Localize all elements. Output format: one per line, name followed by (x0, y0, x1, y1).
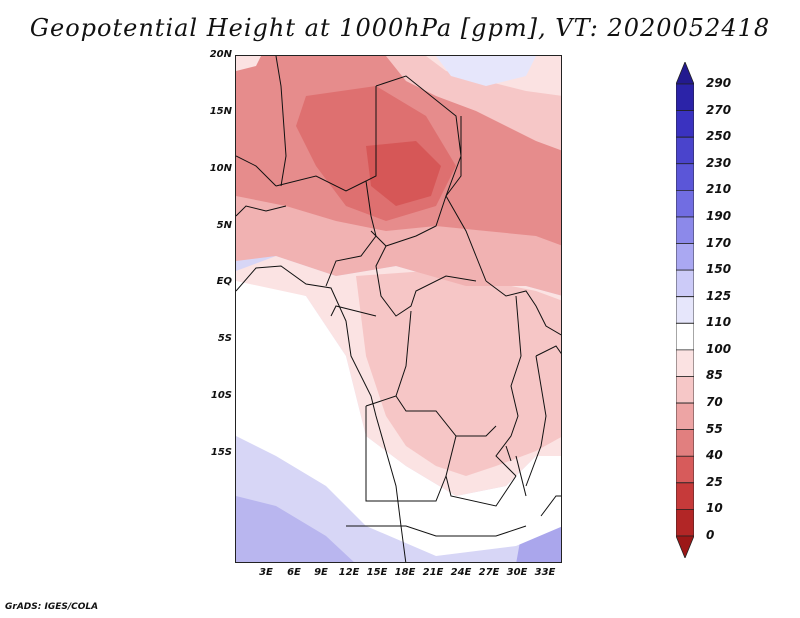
geopotential-field (236, 56, 561, 562)
colorbar-cell (676, 62, 694, 85)
lon-label-24e: 24E (450, 567, 472, 578)
colorbar-cell (676, 83, 694, 111)
colorbar-label: 190 (706, 208, 732, 223)
lon-label-18e: 18E (394, 567, 416, 578)
colorbar-label: 150 (706, 262, 732, 277)
colorbar-label: 110 (706, 315, 732, 330)
lat-label-20n: 20N (209, 49, 232, 60)
colorbar-cell (676, 189, 694, 218)
lon-label-9e: 9E (314, 567, 328, 578)
lat-label-15n: 15N (209, 106, 232, 117)
colorbar-label: 70 (706, 395, 723, 410)
colorbar (676, 62, 694, 558)
colorbar-cell (676, 349, 694, 377)
colorbar-cell (676, 482, 694, 510)
colorbar-cell (676, 243, 694, 271)
colorbar-label: 270 (706, 102, 732, 117)
lat-label-15s: 15S (210, 447, 232, 458)
grads-credit: GrADS: IGES/COLA (5, 602, 99, 612)
chart-title: Geopotential Height at 1000hPa [gpm], VT… (29, 14, 771, 42)
colorbar-label: 10 (706, 501, 723, 516)
colorbar-label: 85 (706, 368, 723, 383)
colorbar-cell (676, 535, 694, 558)
lat-label-10s: 10S (210, 390, 232, 401)
colorbar-cell (676, 455, 694, 484)
colorbar-cell (676, 402, 694, 431)
colorbar-label: 290 (706, 76, 732, 90)
lon-label-12e: 12E (338, 567, 360, 578)
colorbar-cell (676, 322, 694, 351)
colorbar-cell (676, 296, 694, 324)
colorbar-cell (676, 376, 694, 404)
colorbar-cell (676, 216, 694, 244)
colorbar-cell (676, 163, 694, 191)
colorbar-label: 0 (706, 528, 715, 542)
colorbar-label: 125 (706, 288, 732, 303)
lon-label-15e: 15E (366, 567, 388, 578)
lon-label-33e: 33E (534, 567, 556, 578)
colorbar-label: 40 (706, 448, 723, 463)
colorbar-label: 100 (706, 341, 732, 356)
colorbar-cell (676, 269, 694, 298)
lat-label-10n: 10N (209, 163, 232, 174)
colorbar-label: 250 (706, 129, 732, 144)
colorbar-label: 170 (706, 235, 732, 250)
colorbar-label: 25 (706, 474, 723, 489)
colorbar-cell (676, 110, 694, 138)
map-plot-area (235, 55, 562, 563)
lon-label-6e: 6E (287, 567, 301, 578)
lon-label-30e: 30E (506, 567, 528, 578)
lon-label-27e: 27E (478, 567, 500, 578)
colorbar-label: 210 (706, 182, 732, 197)
colorbar-cell (676, 136, 694, 165)
lat-label-5s: 5S (217, 333, 232, 344)
lat-label-eq: EQ (216, 276, 232, 287)
lon-label-21e: 21E (422, 567, 444, 578)
colorbar-cell (676, 429, 694, 457)
colorbar-label: 230 (706, 155, 732, 170)
colorbar-cell (676, 509, 694, 537)
lat-label-5n: 5N (216, 220, 232, 231)
lon-label-3e: 3E (259, 567, 273, 578)
colorbar-label: 55 (706, 421, 723, 436)
